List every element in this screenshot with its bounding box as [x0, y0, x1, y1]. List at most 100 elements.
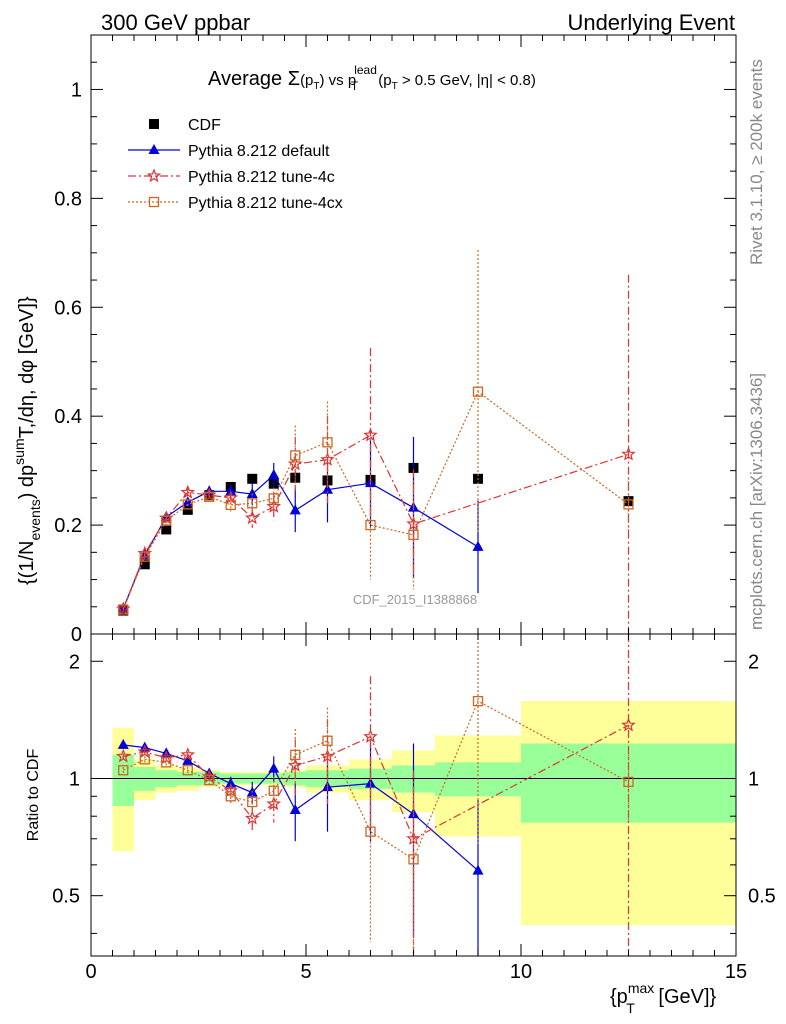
- data-point: [623, 776, 634, 788]
- y-tick-label: 1: [71, 79, 82, 101]
- y-tick-label: 0: [71, 624, 82, 646]
- data-point: [287, 757, 303, 772]
- data-point: [117, 738, 129, 749]
- data-point: [247, 796, 258, 808]
- data-point: [320, 748, 335, 763]
- data-point: [268, 468, 280, 479]
- main-title: Average Σ(pT) vs plead T (pT > 0.5 GeV, |η…: [208, 63, 536, 93]
- ratio-y-tick-label-right: 1: [748, 768, 759, 790]
- x-ticks: 0 5 10 15: [85, 634, 747, 983]
- data-point: [621, 446, 636, 461]
- data-point: [244, 810, 260, 825]
- y-tick-label: 0.4: [54, 406, 82, 428]
- y-tick-label: 0.2: [54, 515, 82, 537]
- ratio-y-tick-label: 1: [69, 768, 80, 790]
- data-point: [406, 516, 421, 531]
- data-point: [182, 754, 194, 765]
- data-point: [472, 540, 484, 551]
- ratio-y-tick-label: 0.5: [52, 886, 80, 908]
- data-point: [225, 499, 236, 511]
- title-cut-sub: T: [392, 81, 398, 92]
- legend-label-tune4cx: Pythia 8.212 tune-4cx: [188, 195, 343, 212]
- data-point: [268, 762, 280, 773]
- data-point: [204, 775, 215, 786]
- data-point: [363, 729, 378, 743]
- header-right: Underlying Event: [567, 10, 735, 35]
- legend-label-tune4c: Pythia 8.212 tune-4c: [188, 169, 335, 186]
- xlabel-b: [GeV]}: [653, 986, 717, 1008]
- ylabel-sup: sum: [11, 438, 27, 464]
- data-point: [139, 559, 150, 570]
- data-point: [472, 695, 484, 707]
- data-point: [472, 864, 484, 875]
- legend-marker: [148, 196, 160, 208]
- data-point: [247, 498, 258, 509]
- data-point: [115, 748, 131, 763]
- title-cut-rest: > 0.5 GeV, |η| < 0.8): [398, 72, 536, 89]
- title-lead-sub: T: [351, 79, 359, 93]
- data-point: [290, 749, 301, 760]
- ratio-frame: [90, 633, 737, 957]
- title-pt-open: (p: [300, 72, 313, 89]
- data-point: [118, 765, 129, 776]
- analysis-watermark: CDF_2015_I1388868: [353, 592, 477, 607]
- main-ylabel: {(1/Nevents) dpsumT,/dη, dφ [GeV]}: [11, 296, 43, 585]
- legend-label-cdf: CDF: [188, 117, 221, 134]
- ylabel-b: ) dp: [16, 465, 38, 499]
- ratio-ylabel: Ratio to CDF: [25, 749, 42, 842]
- data-point: [289, 504, 301, 515]
- data-point: [290, 450, 301, 461]
- xlabel-sup: max: [628, 980, 654, 996]
- data-point: [268, 493, 279, 504]
- ratio-y-tick-label-right: 2: [748, 651, 759, 673]
- x-tick-label: 10: [510, 961, 532, 983]
- title-sigma: Σ: [288, 68, 300, 90]
- main-y-ticks: 0 0.2 0.4 0.6 0.8 1: [54, 34, 737, 646]
- legend-marker: [146, 168, 162, 183]
- series-line-3: [123, 700, 629, 861]
- data-point: [180, 747, 196, 762]
- ylabel-d: ,/dη, dφ [GeV]}: [16, 296, 38, 428]
- title-prefix: Average: [208, 68, 288, 90]
- data-point: [225, 777, 237, 788]
- data-point: [247, 473, 258, 484]
- data-point: [225, 791, 236, 802]
- x-tick-label: 15: [725, 961, 747, 983]
- data-point: [246, 488, 258, 499]
- ratio-y-ticks: 0.5 0.5 1 1 2 2: [52, 651, 776, 934]
- x-axis-label: {pmax T [GeV]}: [610, 980, 717, 1016]
- series-line-3: [122, 390, 629, 610]
- data-point: [406, 831, 421, 845]
- inner-band: [112, 754, 134, 806]
- data-point: [621, 717, 636, 732]
- title-pt-sub: T: [313, 81, 319, 92]
- series-line-1: [122, 474, 479, 609]
- data-point: [408, 529, 419, 541]
- data-point: [182, 504, 193, 515]
- y-tick-label: 0.6: [54, 297, 82, 319]
- data-point: [365, 826, 376, 837]
- title-lead-sup: lead: [354, 63, 377, 77]
- data-point: [408, 854, 419, 865]
- data-point: [322, 735, 333, 746]
- data-point: [365, 519, 376, 531]
- mcplots-label: mcplots.cern.ch [arXiv:1306.3436]: [747, 373, 766, 630]
- data-point: [161, 757, 172, 768]
- series-line-2: [122, 434, 629, 610]
- legend: CDF Pythia 8.212 default Pythia 8.212 tu…: [128, 117, 343, 212]
- xlabel-sub: T: [626, 1000, 635, 1016]
- main-data-marks: [115, 250, 636, 634]
- legend-marker: [149, 119, 159, 129]
- ratio-y-tick-label-right: 0.5: [748, 886, 776, 908]
- data-point: [623, 499, 634, 510]
- data-point: [322, 437, 333, 448]
- data-point: [161, 524, 172, 535]
- legend-markers: [128, 119, 180, 208]
- ratio-panel: 0.5 0.5 1 1 2 2 0 5 10 15 Ratio to CDF {pmax T [G…: [25, 633, 776, 1016]
- ratio-data-marks: [115, 634, 636, 956]
- title-cut-open: (p: [378, 72, 391, 89]
- legend-label-default: Pythia 8.212 default: [188, 143, 330, 160]
- ratio-y-tick-label: 2: [69, 651, 80, 673]
- data-point: [204, 491, 215, 502]
- data-point: [139, 551, 150, 562]
